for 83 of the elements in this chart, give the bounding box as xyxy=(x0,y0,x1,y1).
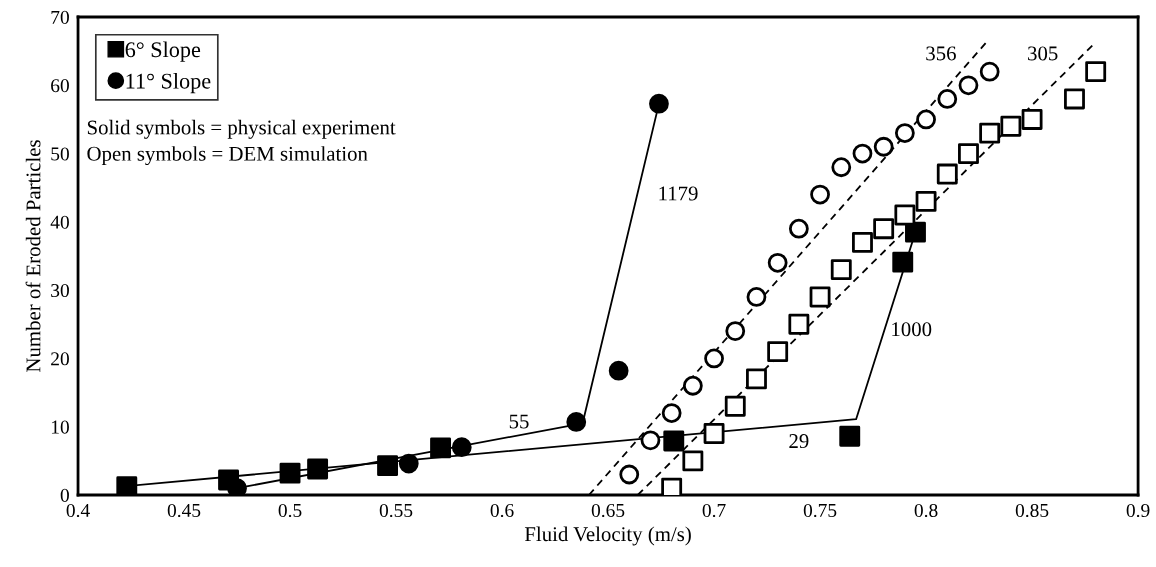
annotation: 305 xyxy=(1028,46,1058,61)
point xyxy=(116,476,138,495)
annotation: 1000 xyxy=(892,322,932,337)
point xyxy=(377,455,399,477)
point xyxy=(830,259,852,281)
point xyxy=(608,360,629,381)
x-tick-label: 0.6 xyxy=(490,503,514,518)
x-tick-label: 0.5 xyxy=(278,503,302,518)
point xyxy=(831,157,852,178)
point xyxy=(788,313,810,335)
point xyxy=(767,341,789,363)
annotation: 356 xyxy=(926,46,956,61)
point xyxy=(682,375,703,396)
point xyxy=(894,204,916,226)
point xyxy=(746,368,767,390)
y-tick-label: 70 xyxy=(51,10,69,24)
y-tick-label: 50 xyxy=(51,147,69,161)
point xyxy=(892,251,914,273)
point xyxy=(451,437,472,458)
point xyxy=(915,190,937,212)
point xyxy=(958,143,979,165)
point xyxy=(958,75,979,96)
point xyxy=(916,109,936,130)
x-tick-label: 0.75 xyxy=(803,503,837,518)
point xyxy=(619,464,640,485)
point xyxy=(746,287,767,307)
annotation: 29 xyxy=(789,434,809,449)
point xyxy=(1000,115,1022,137)
point xyxy=(937,89,958,109)
point xyxy=(704,348,724,369)
y-tick-label: 10 xyxy=(51,420,69,434)
point xyxy=(809,286,831,308)
point xyxy=(979,61,1000,82)
point xyxy=(279,462,301,484)
point xyxy=(852,143,873,164)
x-tick-label: 0.8 xyxy=(914,503,938,518)
legend-label: 11° Slope xyxy=(126,72,211,94)
point xyxy=(724,395,746,417)
x-tick-label: 0.45 xyxy=(167,503,201,518)
annotation: Solid symbols = physical experiment xyxy=(87,119,396,139)
point xyxy=(905,221,926,243)
point xyxy=(979,122,1001,144)
point xyxy=(852,231,873,253)
point xyxy=(936,163,958,185)
point xyxy=(307,458,329,480)
x-tick-label: 0.4 xyxy=(66,503,90,518)
y-tick-label: 0 xyxy=(60,488,69,502)
point xyxy=(788,218,809,239)
annotation: 1179 xyxy=(659,186,698,201)
point xyxy=(839,425,861,447)
y-tick-label: 40 xyxy=(50,215,69,229)
y-tick-label: 60 xyxy=(51,79,69,93)
point xyxy=(1064,88,1085,110)
point xyxy=(682,450,704,472)
annotation: 55 xyxy=(509,414,529,429)
x-tick-label: 0.55 xyxy=(379,503,413,518)
annotation: Open symbols = DEM simulation xyxy=(87,146,368,166)
point xyxy=(430,437,452,459)
y-tick-label: 30 xyxy=(51,283,69,298)
point xyxy=(873,136,894,157)
point xyxy=(894,123,915,143)
point xyxy=(703,423,725,444)
point xyxy=(873,218,895,240)
point xyxy=(663,430,685,452)
point xyxy=(661,403,682,423)
point xyxy=(649,93,669,114)
point xyxy=(767,252,788,273)
point xyxy=(1021,108,1043,130)
point xyxy=(566,412,587,432)
y-tick-label: 20 xyxy=(51,352,69,366)
point xyxy=(725,321,746,342)
x-tick-label: 0.9 xyxy=(1126,503,1150,518)
x-tick-label: 0.7 xyxy=(702,503,726,518)
x-axis-title: Fluid Velocity (m/s) xyxy=(524,526,691,546)
legend-label: 6° Slope xyxy=(125,41,201,62)
point xyxy=(398,453,419,474)
point xyxy=(1085,61,1107,83)
x-tick-label: 0.85 xyxy=(1015,503,1049,518)
point xyxy=(810,184,830,205)
point xyxy=(640,430,661,451)
point xyxy=(227,478,247,495)
x-tick-label: 0.65 xyxy=(591,503,625,518)
y-axis-title: Number of Eroded Particles xyxy=(25,140,41,372)
